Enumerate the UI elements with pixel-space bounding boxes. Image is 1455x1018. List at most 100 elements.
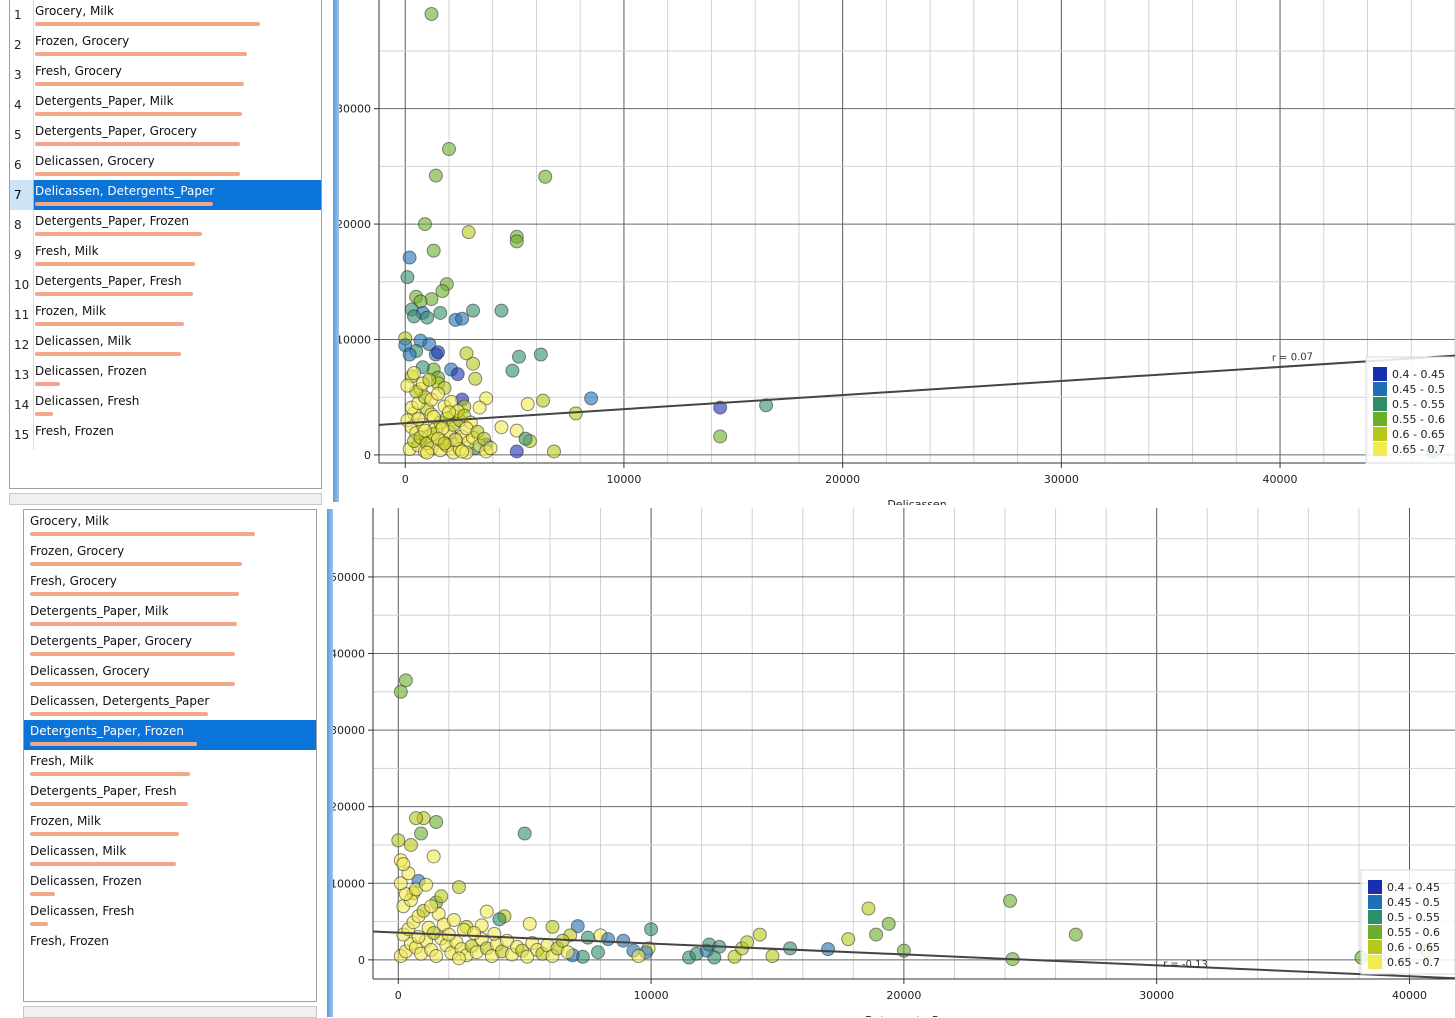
score-bar (30, 592, 240, 596)
data-point (631, 949, 646, 964)
list-item[interactable]: Fresh, Grocery (24, 570, 316, 600)
score-bar (30, 892, 55, 896)
legend-swatch (1373, 442, 1387, 456)
list-item[interactable]: Detergents_Paper, Frozen (24, 720, 316, 750)
list-item[interactable]: Fresh, Milk (24, 750, 316, 780)
list-item[interactable]: Delicassen, Grocery (24, 660, 316, 690)
list-item-label: Grocery, Milk (30, 514, 109, 528)
list-item[interactable]: 12 Delicassen, Milk (10, 330, 321, 360)
legend-label: 0.6 - 0.65 (1392, 428, 1445, 441)
data-point (713, 429, 728, 444)
data-point (398, 673, 413, 688)
data-point (451, 951, 466, 966)
x-tick-label: 0 (395, 989, 402, 1002)
top-scatter-plot[interactable]: 0 10000 20000 30000 40000 0 10000 20000 30000 Del… (339, 0, 1455, 505)
data-point (509, 234, 524, 249)
data-point (422, 372, 437, 387)
data-point (419, 877, 434, 892)
list-item[interactable]: 4 Detergents_Paper, Milk (10, 90, 321, 120)
list-item-label: Detergents_Paper, Fresh (30, 784, 177, 798)
score-bar (30, 802, 188, 806)
list-item-label: Detergents_Paper, Milk (30, 604, 169, 618)
correlation-label: r = -0.13 (1163, 959, 1208, 971)
legend-label: 0.55 - 0.6 (1392, 413, 1445, 426)
row-number: 6 (10, 150, 34, 180)
list-item[interactable]: 1 Grocery, Milk (10, 0, 321, 30)
data-point (459, 346, 474, 361)
list-item[interactable]: 3 Fresh, Grocery (10, 60, 321, 90)
list-item-label: Detergents_Paper, Grocery (35, 124, 197, 138)
data-point (511, 349, 526, 364)
list-item[interactable]: Frozen, Grocery (24, 540, 316, 570)
score-bar (35, 22, 260, 26)
data-point (580, 930, 595, 945)
list-item[interactable]: 8 Detergents_Paper, Frozen (10, 210, 321, 240)
data-point (752, 927, 767, 942)
score-bar (30, 682, 235, 686)
data-point (420, 310, 435, 325)
row-number: 1 (10, 0, 34, 30)
score-bar (35, 352, 182, 356)
data-point (509, 423, 524, 438)
list-item[interactable]: 7 Delicassen, Detergents_Paper (10, 180, 321, 210)
legend-swatch (1368, 955, 1382, 969)
list-item-label: Delicassen, Fresh (30, 904, 135, 918)
data-point (400, 378, 415, 393)
list-item[interactable]: 11 Frozen, Milk (10, 300, 321, 330)
list-item-label: Delicassen, Grocery (30, 664, 150, 678)
list-item[interactable]: Delicassen, Frozen (24, 870, 316, 900)
list-item[interactable]: 15 Fresh, Frozen (10, 420, 321, 450)
bottom-splitter[interactable] (327, 509, 333, 1017)
legend-swatch (1368, 880, 1382, 894)
list-item[interactable]: Detergents_Paper, Grocery (24, 630, 316, 660)
top-splitter[interactable] (333, 0, 339, 502)
list-item[interactable]: 14 Delicassen, Fresh (10, 390, 321, 420)
top-list-hscrollbar[interactable] (9, 493, 322, 505)
data-point (429, 815, 444, 829)
list-item[interactable]: 6 Delicassen, Grocery (10, 150, 321, 180)
data-point (408, 811, 423, 826)
data-point (505, 363, 520, 378)
list-item[interactable]: Frozen, Milk (24, 810, 316, 840)
score-bar (30, 562, 242, 566)
data-point (1068, 927, 1083, 942)
list-item[interactable]: 5 Detergents_Paper, Grocery (10, 120, 321, 150)
data-point (644, 922, 659, 937)
legend-label: 0.4 - 0.45 (1392, 368, 1445, 381)
data-point (446, 913, 461, 928)
data-point (422, 337, 437, 352)
top-pairs-list[interactable]: 1 Grocery, Milk 2 Frozen, Grocery 3 Fresh, Gr… (9, 0, 322, 489)
data-point (451, 880, 466, 895)
list-item[interactable]: Fresh, Frozen (24, 930, 316, 960)
bottom-scatter-plot[interactable]: 0 10000 20000 30000 40000 0 10000 20000 30000 400… (333, 508, 1455, 1017)
data-point (616, 933, 631, 948)
data-point (402, 250, 417, 265)
data-point (466, 303, 481, 318)
list-item[interactable]: 9 Fresh, Milk (10, 240, 321, 270)
list-item[interactable]: Grocery, Milk (24, 510, 316, 540)
list-item[interactable]: Delicassen, Milk (24, 840, 316, 870)
row-number: 2 (10, 30, 34, 60)
list-item[interactable]: Detergents_Paper, Fresh (24, 780, 316, 810)
list-item-label: Detergents_Paper, Frozen (30, 724, 184, 738)
data-point (424, 7, 439, 22)
bottom-pairs-list[interactable]: Grocery, Milk Frozen, Grocery Fresh, Groce… (23, 509, 317, 1002)
score-bar (30, 922, 48, 926)
data-point (546, 444, 561, 459)
x-tick-label: 0 (402, 473, 409, 486)
data-point (441, 142, 456, 157)
data-point (517, 826, 532, 841)
data-point (406, 365, 421, 380)
list-item[interactable]: Delicassen, Detergents_Paper (24, 690, 316, 720)
list-item-label: Delicassen, Milk (35, 334, 132, 348)
data-point (435, 284, 450, 299)
data-point (545, 919, 560, 934)
list-item[interactable]: Detergents_Paper, Milk (24, 600, 316, 630)
list-item[interactable]: Delicassen, Fresh (24, 900, 316, 930)
list-item[interactable]: 13 Delicassen, Frozen (10, 360, 321, 390)
score-bar (35, 172, 240, 176)
list-item[interactable]: 2 Frozen, Grocery (10, 30, 321, 60)
list-item[interactable]: 10 Detergents_Paper, Fresh (10, 270, 321, 300)
bottom-list-hscrollbar[interactable] (23, 1006, 317, 1018)
list-item-label: Delicassen, Fresh (35, 394, 140, 408)
